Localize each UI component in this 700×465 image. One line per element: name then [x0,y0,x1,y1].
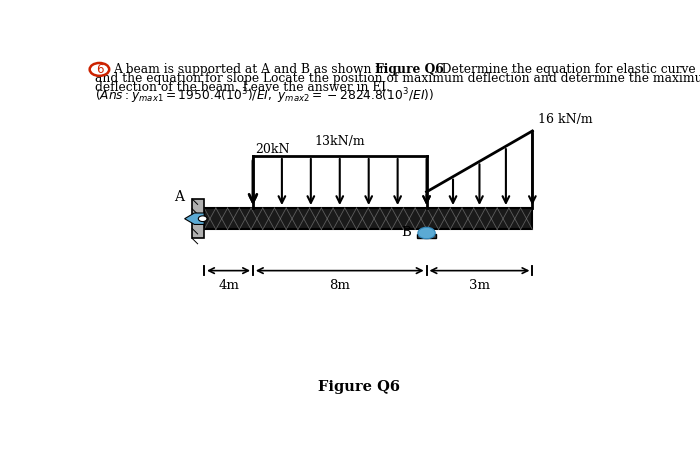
Text: 6: 6 [96,63,103,76]
Text: . Determine the equation for elastic curve: . Determine the equation for elastic cur… [433,63,695,76]
Text: 4m: 4m [218,279,239,292]
FancyArrow shape [185,213,204,225]
Text: $(Ans: y_{max1}= 1950.4(10^3)/EI,\ y_{max2}=-2824.8(10^3/EI))$: $(Ans: y_{max1}= 1950.4(10^3)/EI,\ y_{ma… [95,86,434,106]
Text: B: B [401,226,411,239]
Text: 8m: 8m [329,279,350,292]
Bar [193,199,204,239]
Circle shape [418,227,435,239]
Text: Figure Q6: Figure Q6 [318,380,400,394]
Bar [204,208,532,229]
Text: A: A [174,190,183,205]
Text: 13kN/m: 13kN/m [314,135,365,148]
Bar [416,234,436,239]
Text: 3m: 3m [469,279,490,292]
Circle shape [198,216,207,222]
Text: A beam is supported at A and B as shown in: A beam is supported at A and B as shown … [113,63,392,76]
Text: 20kN: 20kN [256,143,290,156]
Text: Figure Q6: Figure Q6 [375,63,444,76]
Text: 16 kN/m: 16 kN/m [538,113,592,126]
Text: and the equation for slope Locate the position of maximum deflection and determi: and the equation for slope Locate the po… [95,72,700,85]
Text: deflection of the beam. Leave the answer in EI.: deflection of the beam. Leave the answer… [95,81,390,94]
